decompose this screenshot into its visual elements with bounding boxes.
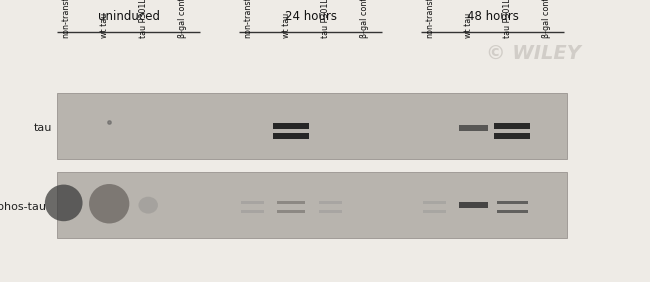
Bar	[240, 210, 264, 213]
Text: wt tau: wt tau	[100, 13, 109, 38]
Bar	[422, 210, 446, 213]
Bar	[459, 125, 488, 131]
Text: wt tau: wt tau	[464, 13, 473, 38]
Text: β-gal control: β-gal control	[360, 0, 369, 38]
Bar	[494, 133, 530, 139]
Text: 48 hours: 48 hours	[467, 10, 519, 23]
Bar	[422, 201, 446, 204]
Text: tau P301L: tau P301L	[321, 0, 330, 38]
Text: tau P301L: tau P301L	[503, 0, 512, 38]
Text: β-gal control: β-gal control	[542, 0, 551, 38]
Bar	[273, 123, 309, 129]
Text: 24 hours: 24 hours	[285, 10, 337, 23]
Text: β-gal control: β-gal control	[178, 0, 187, 38]
Text: uninduced: uninduced	[98, 10, 160, 23]
Bar	[494, 123, 530, 129]
Text: phos-tau: phos-tau	[0, 202, 46, 212]
Bar	[57, 93, 567, 159]
Bar	[277, 201, 305, 204]
Text: tau: tau	[34, 123, 52, 133]
Bar	[273, 133, 309, 139]
Text: non-transfected: non-transfected	[243, 0, 252, 38]
Text: tau P301L: tau P301L	[139, 0, 148, 38]
Text: non-transfected: non-transfected	[61, 0, 70, 38]
Bar	[240, 201, 264, 204]
Ellipse shape	[138, 197, 158, 214]
Text: wt tau: wt tau	[282, 13, 291, 38]
Bar	[57, 172, 567, 238]
Ellipse shape	[89, 184, 129, 223]
Bar	[318, 210, 342, 213]
Bar	[318, 201, 342, 204]
Bar	[497, 201, 528, 204]
Bar	[459, 202, 488, 208]
Ellipse shape	[45, 185, 83, 221]
Bar	[277, 210, 305, 213]
Text: © WILEY: © WILEY	[486, 44, 580, 63]
Bar	[497, 210, 528, 213]
Text: non-transfected: non-transfected	[425, 0, 434, 38]
